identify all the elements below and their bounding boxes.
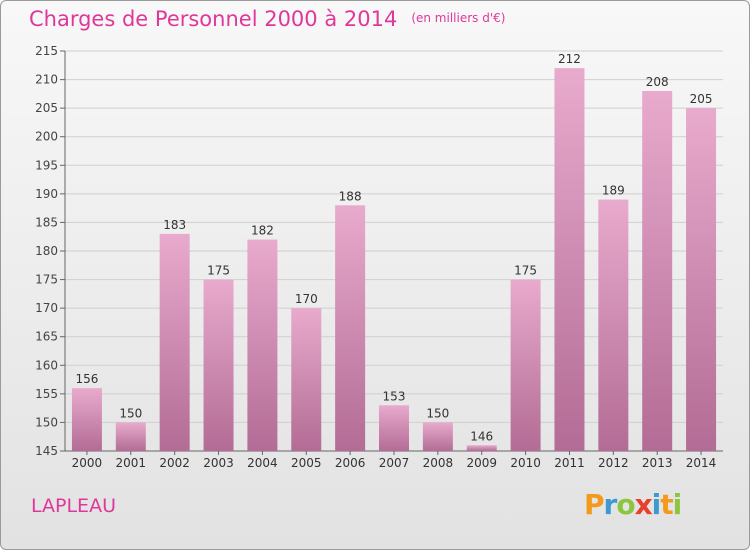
x-tick-label: 2002 [159, 456, 190, 470]
chart-title: Charges de Personnel 2000 à 2014 (en mill… [29, 7, 505, 31]
bar-2011 [554, 68, 585, 452]
y-tick-label: 165 [35, 330, 58, 344]
data-label: 208 [646, 75, 669, 89]
chart-title-text: Charges de Personnel 2000 à 2014 [29, 7, 398, 31]
y-tick-label: 150 [35, 415, 58, 429]
x-tick-label: 2006 [335, 456, 366, 470]
bar-2014 [686, 108, 717, 452]
x-tick-label: 2008 [423, 456, 454, 470]
x-tick-label: 2003 [203, 456, 234, 470]
data-label: 205 [690, 92, 713, 106]
bar-2002 [159, 233, 190, 451]
bar-2005 [291, 308, 322, 451]
data-label: 170 [295, 292, 318, 306]
y-tick-label: 210 [35, 73, 58, 87]
bar-2003 [203, 279, 234, 451]
bar-2004 [247, 239, 278, 451]
x-tick-label: 2013 [642, 456, 673, 470]
commune-name: LAPLEAU [31, 495, 116, 517]
data-label: 150 [119, 406, 142, 420]
bar-2009 [466, 445, 497, 451]
data-label: 182 [251, 224, 274, 238]
y-tick-label: 155 [35, 387, 58, 401]
y-tick-label: 190 [35, 187, 58, 201]
y-tick-label: 175 [35, 273, 58, 287]
x-tick-label: 2007 [379, 456, 410, 470]
x-tick-label: 2009 [466, 456, 497, 470]
bar-2006 [335, 205, 366, 451]
bar-2008 [422, 422, 453, 451]
bars [71, 68, 717, 452]
x-tick-label: 2001 [116, 456, 147, 470]
x-tick-label: 2011 [554, 456, 585, 470]
x-tick-label: 2014 [686, 456, 717, 470]
y-tick-label: 185 [35, 215, 58, 229]
y-tick-label: 145 [35, 444, 58, 458]
data-label: 156 [75, 372, 98, 386]
x-tick-labels: 2000 2001 2002 2003 2004 2005 2006 2007 2008 2009… [72, 451, 717, 470]
x-tick-label: 2000 [72, 456, 103, 470]
data-label: 150 [426, 406, 449, 420]
data-label: 188 [339, 189, 362, 203]
data-label: 189 [602, 184, 625, 198]
data-label: 175 [207, 264, 230, 278]
y-tick-label: 160 [35, 358, 58, 372]
bar-2007 [379, 405, 409, 451]
chart-subtitle: (en milliers d'€) [411, 11, 506, 25]
bar-2000 [71, 388, 102, 451]
x-tick-label: 2012 [598, 456, 629, 470]
data-labels: 156 150 183 175 182 170 188 153 150 146 175 212 189 2… [75, 52, 712, 443]
y-tick-label: 170 [35, 301, 58, 315]
data-label: 183 [163, 218, 186, 232]
y-tick-labels: 145 150 155 160 165 170 175 180 185 190 195 200 205 2… [35, 44, 58, 458]
bar-2010 [510, 279, 541, 451]
data-label: 175 [514, 264, 537, 278]
data-label: 153 [383, 389, 406, 403]
x-tick-label: 2004 [247, 456, 278, 470]
data-label: 212 [558, 52, 581, 66]
y-tick-label: 215 [35, 44, 58, 58]
proxiti-logo: Proxiti [584, 488, 682, 521]
data-label: 146 [470, 429, 493, 443]
x-tick-label: 2010 [510, 456, 541, 470]
bar-2013 [642, 91, 673, 451]
y-tick-label: 205 [35, 101, 58, 115]
x-tick-label: 2005 [291, 456, 322, 470]
y-tick-label: 200 [35, 130, 58, 144]
bar-2001 [115, 422, 146, 451]
y-tick-label: 195 [35, 158, 58, 172]
bar-2012 [598, 199, 629, 451]
y-tick-label: 180 [35, 244, 58, 258]
